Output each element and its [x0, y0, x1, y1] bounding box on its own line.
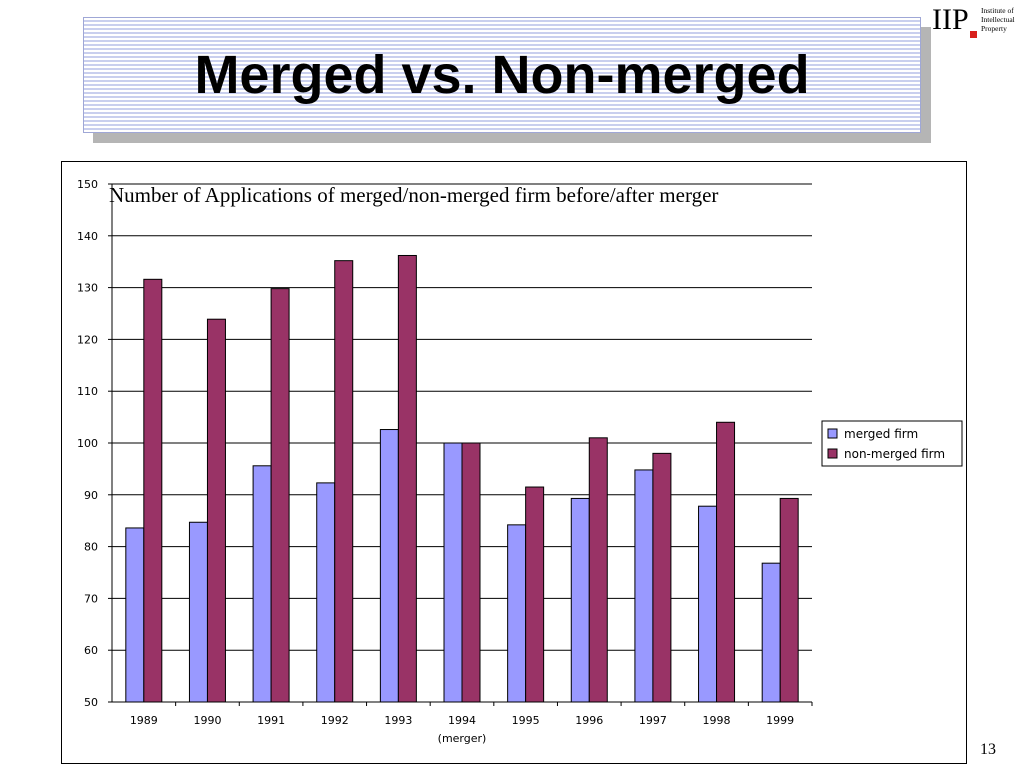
logo-subtitle-line: Property [981, 24, 1007, 33]
bar-non-merged-firm [143, 278, 163, 703]
chart-title: Number of Applications of merged/non-mer… [109, 183, 718, 207]
bar-merged-firm [316, 482, 336, 703]
legend-swatch [827, 448, 838, 459]
logo-subtitle-line: Institute of [981, 6, 1014, 15]
y-tick-label: 60 [84, 644, 98, 657]
y-tick-label: 90 [84, 489, 98, 502]
bar-non-merged-firm [716, 421, 736, 703]
x-tick-label: 1990 [193, 714, 221, 727]
bar-non-merged-firm [206, 318, 226, 703]
logo-subtitle: Institute of Intellectual Property [981, 6, 1015, 33]
bar-merged-firm [634, 469, 654, 703]
bar-non-merged-firm [270, 288, 290, 703]
bar-merged-firm [379, 429, 399, 703]
y-tick-label: 130 [77, 282, 98, 295]
bar-merged-firm [698, 505, 718, 703]
legend-label: merged firm [844, 427, 918, 441]
chart-frame: 50 60 70 80 90 100 110 120 130 140 150 1989 1990 1991… [61, 161, 967, 764]
y-tick-label: 140 [77, 230, 98, 243]
bar-merged-firm [761, 562, 781, 703]
bar-merged-firm [570, 497, 590, 703]
page-number: 13 [980, 741, 996, 758]
x-tick-label: 1999 [766, 714, 794, 727]
logo-text: IIP [932, 3, 969, 36]
iip-logo: IIP Institute of Intellectual Property [932, 2, 1024, 42]
bar-non-merged-firm [588, 437, 608, 703]
bar-merged-firm [125, 527, 145, 703]
y-tick-label: 80 [84, 541, 98, 554]
x-tick-label: 1998 [703, 714, 731, 727]
y-tick-label: 100 [77, 437, 98, 450]
bar-non-merged-firm [525, 486, 545, 703]
title-box: Merged vs. Non-merged [83, 17, 921, 133]
bar-non-merged-firm [334, 260, 354, 703]
y-tick-label: 120 [77, 333, 98, 346]
bar-non-merged-firm [397, 254, 417, 703]
bar-merged-firm [252, 465, 272, 703]
legend-swatch [827, 428, 838, 439]
slide-title: Merged vs. Non-merged [194, 45, 810, 105]
bar-merged-firm [443, 442, 463, 703]
legend-box [821, 420, 963, 467]
bar-merged-firm [507, 524, 527, 703]
x-tick-label: 1989 [130, 714, 158, 727]
bar-merged-firm [188, 521, 208, 703]
logo-dot [970, 31, 977, 38]
x-tick-label: 1993 [384, 714, 412, 727]
y-tick-label: 70 [84, 592, 98, 605]
x-tick-label: 1997 [639, 714, 667, 727]
bar-chart: 50 60 70 80 90 100 110 120 130 140 150 1989 1990 1991… [77, 178, 963, 745]
x-tick-label: 1995 [512, 714, 540, 727]
x-category-note: (merger) [438, 732, 487, 745]
logo-subtitle-line: Intellectual [981, 15, 1015, 24]
bar-non-merged-firm [652, 452, 672, 703]
y-tick-label: 110 [77, 385, 98, 398]
x-tick-label: 1991 [257, 714, 285, 727]
x-tick-label: 1994 [448, 714, 476, 727]
bar-non-merged-firm [461, 442, 481, 703]
bar-non-merged-firm [779, 497, 799, 703]
y-tick-label: 150 [77, 178, 98, 191]
y-tick-label: 50 [84, 696, 98, 709]
x-tick-label: 1996 [575, 714, 603, 727]
legend-label: non-merged firm [844, 447, 945, 461]
x-tick-label: 1992 [321, 714, 349, 727]
